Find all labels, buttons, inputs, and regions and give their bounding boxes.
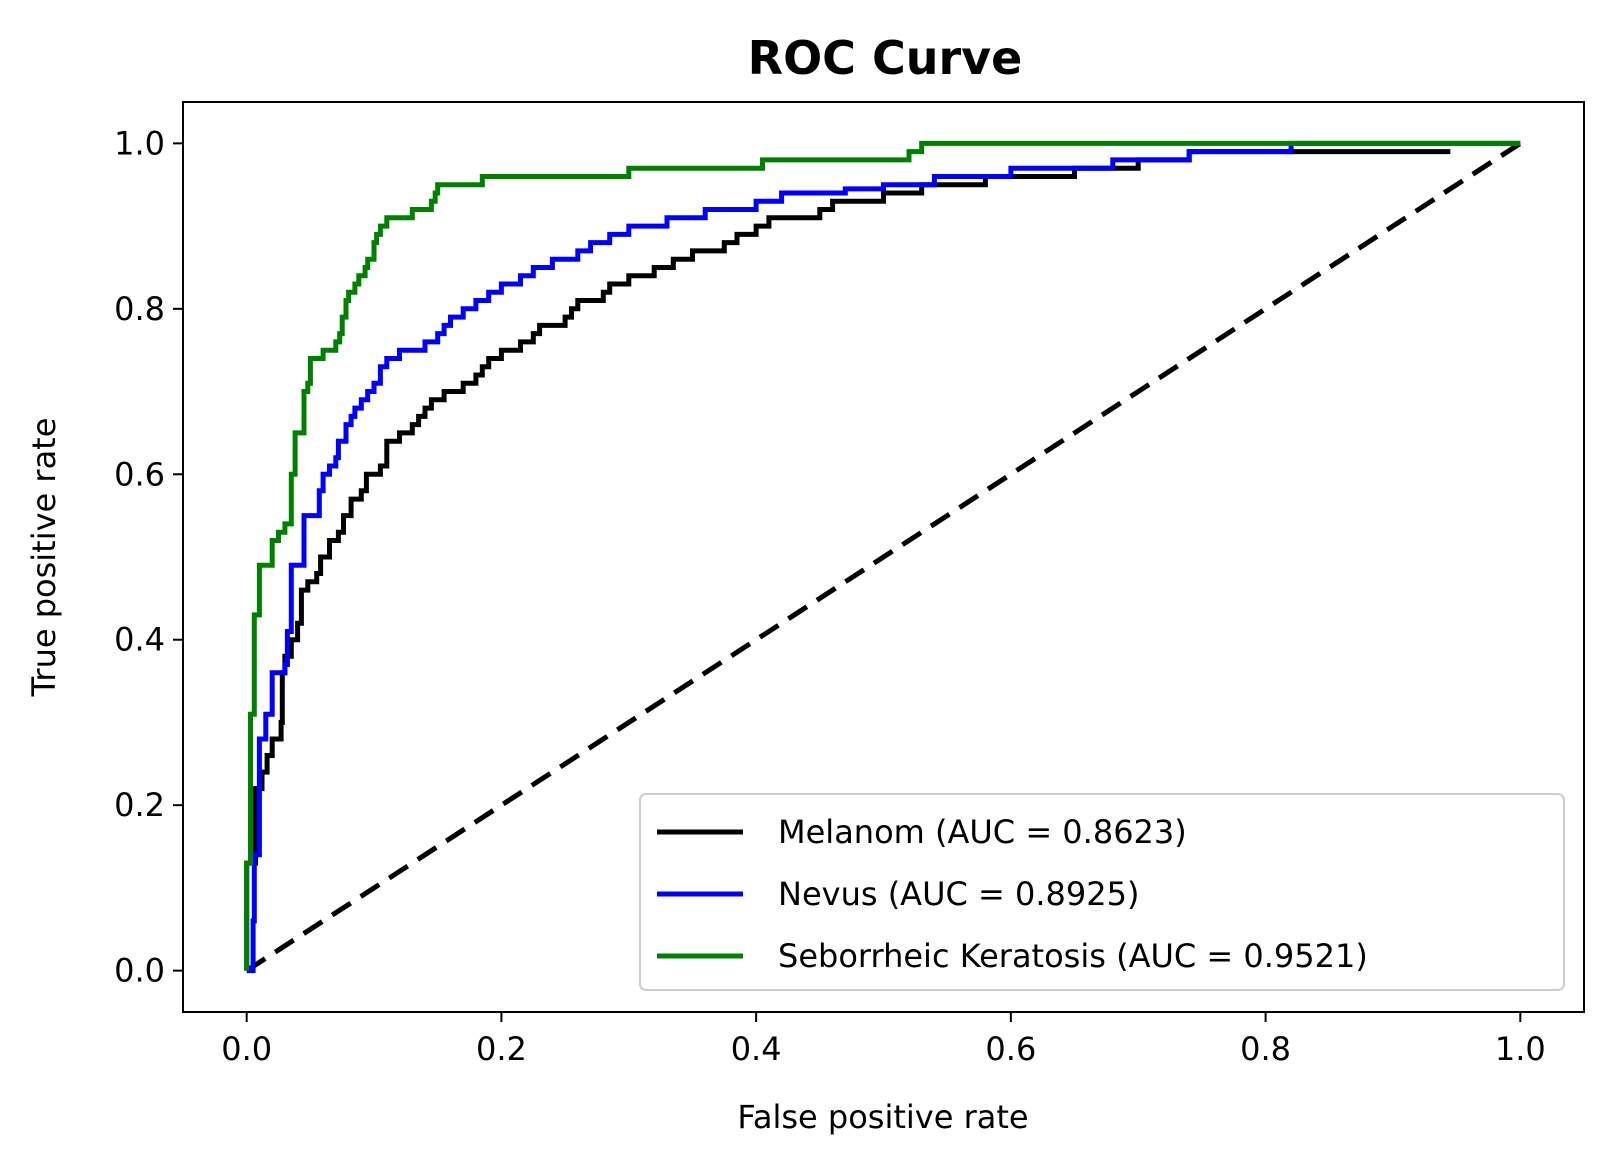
y-tick-label: 0.8 [114, 290, 165, 328]
x-tick-label: 0.8 [1240, 1030, 1291, 1068]
x-axis: 0.0 0.2 0.4 0.6 0.8 1.0 [221, 1012, 1546, 1068]
x-tick-label: 1.0 [1495, 1030, 1546, 1068]
series-line-1 [246, 140, 1521, 974]
y-tick-label: 0.6 [114, 455, 165, 493]
y-tick-label: 1.0 [114, 124, 165, 162]
series-line-2 [244, 140, 1521, 971]
legend-label-1: Nevus (AUC = 0.8925) [778, 875, 1139, 913]
plot-frame [182, 101, 1585, 1013]
x-tick-label: 0.0 [221, 1030, 272, 1068]
x-axis-label: False positive rate [737, 1098, 1028, 1136]
legend-label-0: Melanom (AUC = 0.8623) [778, 813, 1187, 851]
y-tick-label: 0.2 [114, 786, 165, 824]
x-tick-label: 0.6 [985, 1030, 1036, 1068]
y-tick-label: 0.0 [114, 952, 165, 990]
x-tick-label: 0.4 [731, 1030, 782, 1068]
legend-box [639, 793, 1565, 991]
legend: Melanom (AUC = 0.8623) Nevus (AUC = 0.892… [639, 793, 1565, 991]
y-axis: 0.0 0.2 0.4 0.6 0.8 1.0 [114, 124, 183, 990]
series-line-0 [244, 149, 1451, 971]
reference-diagonal-line [245, 141, 1522, 973]
y-tick-label: 0.4 [114, 621, 165, 659]
y-axis-label: True positive rate [25, 418, 63, 698]
x-tick-label: 0.2 [476, 1030, 527, 1068]
legend-label-2: Seborrheic Keratosis (AUC = 0.9521) [778, 937, 1368, 975]
plot-area [244, 140, 1522, 974]
chart-title: ROC Curve [748, 31, 1023, 85]
